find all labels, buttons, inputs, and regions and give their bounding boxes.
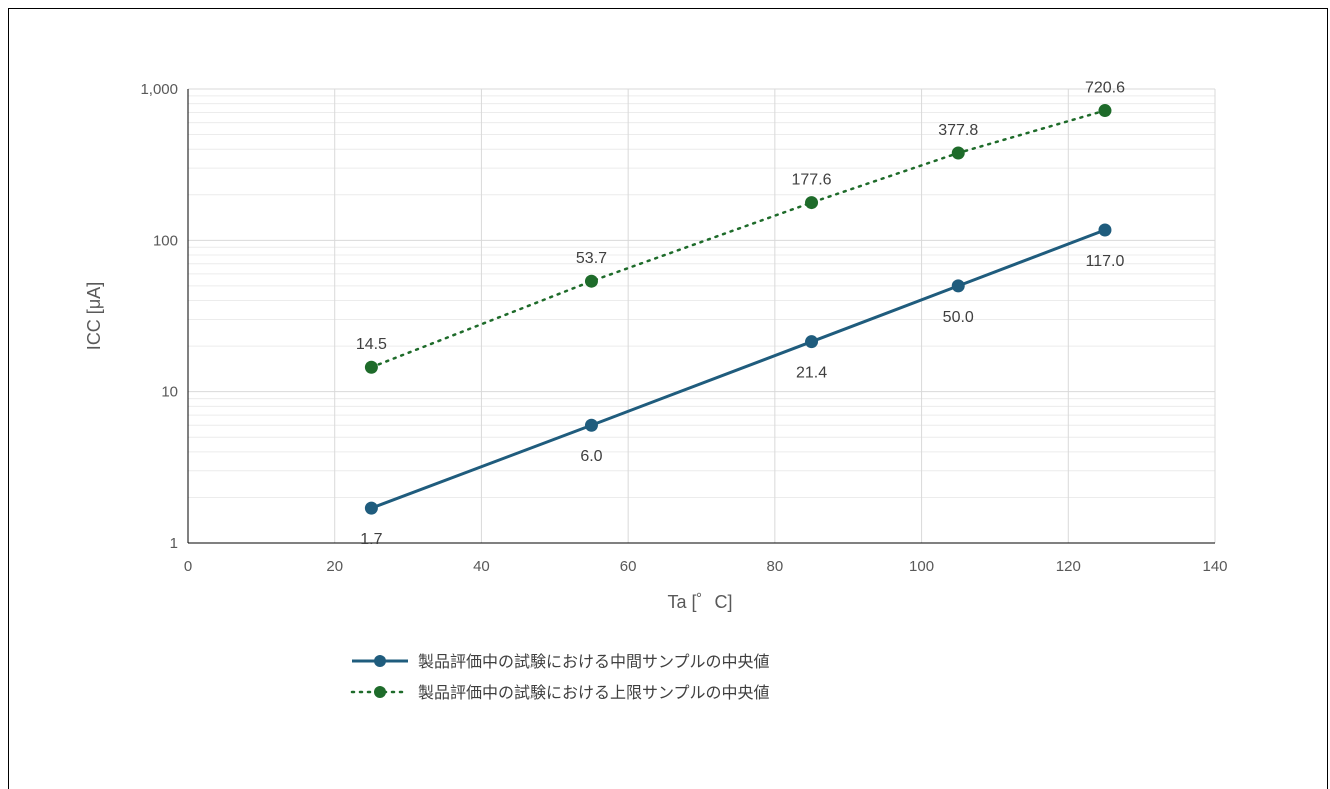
y-axis-title: ICC [μA] [84,282,104,350]
data-point-series-2[interactable] [805,196,819,210]
data-label-series-1: 1.7 [360,531,382,548]
tick-labels: 1 10 100 1,000 0 20 40 60 80 100 120 140 [140,81,1227,575]
legend-label-series-2: 製品評価中の試験における上限サンプルの中央値 [418,684,770,702]
x-tick-label: 80 [767,558,784,575]
data-label-series-2: 14.5 [356,336,387,353]
data-point-series-1[interactable] [951,279,965,293]
y-tick-label: 1 [170,535,178,552]
data-label-series-1: 21.4 [796,365,827,382]
y-tick-label: 100 [153,232,178,249]
legend-item-series-2[interactable]: 製品評価中の試験における上限サンプルの中央値 [350,684,770,702]
x-tick-label: 0 [184,558,192,575]
data-label-series-1: 50.0 [943,309,974,326]
legend-label-series-1: 製品評価中の試験における中間サンプルの中央値 [418,653,770,671]
x-tick-label: 120 [1056,558,1081,575]
x-tick-label: 140 [1202,558,1227,575]
data-point-series-2[interactable] [951,146,965,160]
x-tick-label: 100 [909,558,934,575]
data-label-series-2: 177.6 [792,172,832,189]
data-label-series-2: 720.6 [1085,80,1125,97]
data-point-series-1[interactable] [805,335,819,349]
x-tick-label: 20 [326,558,343,575]
data-point-series-1[interactable] [364,501,378,515]
major-gridlines [188,88,1216,543]
data-point-series-1[interactable] [1098,223,1112,237]
legend: 製品評価中の試験における中間サンプルの中央値 製品評価中の試験における上限サンプ… [350,653,770,702]
legend-marker-series-2 [374,686,386,698]
legend-item-series-1[interactable]: 製品評価中の試験における中間サンプルの中央値 [352,653,770,671]
x-tick-label: 40 [473,558,490,575]
x-axis-title: Ta [゜C] [667,592,732,612]
y-tick-label: 10 [161,384,178,401]
data-label-series-2: 377.8 [938,122,978,139]
data-point-series-1[interactable] [584,418,598,432]
series-layer [364,104,1112,515]
data-label-series-1: 117.0 [1086,253,1125,270]
data-point-series-2[interactable] [1098,104,1112,118]
minor-gridlines [188,95,1215,498]
data-labels-layer: 1.7 6.0 21.4 50.0 117.0 14.5 53.7 177.6 377.8 720… [356,80,1125,549]
data-point-series-2[interactable] [584,274,598,288]
y-tick-label: 1,000 [140,81,178,98]
data-point-series-2[interactable] [364,360,378,374]
data-label-series-1: 6.0 [580,448,602,465]
legend-marker-series-1 [374,655,386,667]
x-tick-label: 60 [620,558,637,575]
axes [187,89,1215,544]
data-label-series-2: 53.7 [576,250,607,267]
